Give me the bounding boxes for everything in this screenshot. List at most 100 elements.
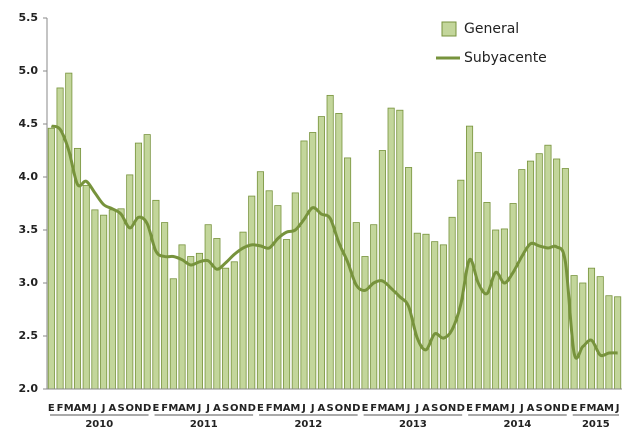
x-tick-label: O	[335, 403, 344, 414]
bar	[169, 278, 177, 390]
x-tick-label: D	[248, 403, 256, 414]
x-tick-label: M	[377, 403, 387, 414]
bar	[239, 231, 247, 390]
y-tick-label: 4.5	[19, 117, 39, 130]
x-tick-label: N	[134, 403, 142, 414]
x-tick-label: J	[406, 403, 411, 414]
x-tick-label: J	[510, 403, 515, 414]
x-tick-label: A	[387, 403, 395, 414]
bar	[291, 192, 299, 390]
x-tick-label: E	[571, 403, 578, 414]
bar	[422, 233, 430, 390]
x-tick-label: J	[615, 403, 620, 414]
x-tick-label: O	[544, 403, 553, 414]
bar	[387, 107, 395, 390]
year-label: 2012	[294, 419, 322, 428]
legend-label: General	[464, 21, 519, 37]
y-tick-label: 4.0	[19, 170, 39, 183]
x-tick-label: M	[604, 403, 614, 414]
x-tick-label: J	[92, 403, 97, 414]
bar	[405, 167, 413, 390]
x-tick-label: S	[327, 403, 334, 414]
x-tick-label: S	[222, 403, 229, 414]
x-tick-label: M	[168, 403, 178, 414]
year-label: 2013	[399, 419, 427, 428]
bar	[100, 214, 108, 390]
bar	[448, 216, 456, 390]
legend-swatch	[441, 21, 457, 37]
x-tick-label: E	[466, 403, 473, 414]
x-tick-label: M	[482, 403, 492, 414]
x-tick-label: J	[301, 403, 306, 414]
x-tick-label: F	[266, 403, 273, 414]
x-tick-label: O	[126, 403, 135, 414]
bar	[492, 229, 500, 390]
bar	[256, 171, 264, 390]
x-tick-label: A	[178, 403, 186, 414]
x-tick-label: F	[370, 403, 377, 414]
x-tick-label: A	[492, 403, 500, 414]
x-tick-label: N	[552, 403, 560, 414]
year-label: 2014	[504, 419, 532, 428]
x-tick-label: J	[519, 403, 524, 414]
x-tick-label: E	[48, 403, 55, 414]
x-tick-label: S	[536, 403, 543, 414]
x-tick-label: F	[579, 403, 586, 414]
bar	[283, 239, 291, 390]
bar	[143, 134, 151, 390]
x-tick-label: N	[239, 403, 247, 414]
x-tick-label: M	[290, 403, 300, 414]
x-tick-label: M	[499, 403, 509, 414]
x-tick-label: O	[230, 403, 239, 414]
bar	[126, 174, 134, 390]
x-tick-label: J	[101, 403, 106, 414]
x-tick-label: J	[310, 403, 315, 414]
x-tick-label: O	[439, 403, 448, 414]
x-tick-label: F	[57, 403, 64, 414]
bar	[195, 252, 203, 390]
x-tick-label: J	[414, 403, 419, 414]
x-tick-label: M	[395, 403, 405, 414]
x-tick-label: A	[283, 403, 291, 414]
x-tick-label: A	[422, 403, 430, 414]
bar	[526, 160, 535, 390]
bar	[500, 228, 508, 390]
bar	[274, 205, 282, 390]
bar	[248, 195, 256, 390]
year-label: 2011	[190, 419, 218, 428]
x-tick-label: D	[143, 403, 151, 414]
bar	[108, 209, 116, 390]
bar	[553, 158, 561, 390]
bar	[596, 276, 604, 390]
bar	[187, 256, 195, 390]
x-tick-label: D	[352, 403, 360, 414]
bar	[300, 140, 308, 390]
bar	[317, 116, 325, 390]
bar	[605, 295, 613, 390]
bar	[509, 203, 517, 390]
bar	[352, 222, 360, 390]
bar	[134, 142, 143, 390]
x-tick-label: D	[457, 403, 465, 414]
bar	[518, 169, 526, 390]
x-tick-label: E	[257, 403, 264, 414]
bar	[230, 261, 238, 390]
bar	[587, 267, 596, 390]
bar	[396, 109, 404, 390]
bar	[91, 209, 99, 390]
year-label: 2010	[85, 419, 113, 428]
x-tick-label: D	[561, 403, 569, 414]
y-tick-label: 2.5	[19, 329, 39, 342]
bar	[309, 132, 317, 390]
bar	[47, 127, 55, 390]
bar	[82, 185, 90, 390]
y-tick-label: 5.0	[19, 64, 39, 77]
x-tick-label: M	[587, 403, 597, 414]
bar	[431, 241, 439, 390]
x-tick-label: S	[431, 403, 438, 414]
bar	[222, 267, 230, 390]
bar	[65, 72, 73, 390]
x-tick-label: A	[596, 403, 604, 414]
x-tick-label: A	[74, 403, 82, 414]
